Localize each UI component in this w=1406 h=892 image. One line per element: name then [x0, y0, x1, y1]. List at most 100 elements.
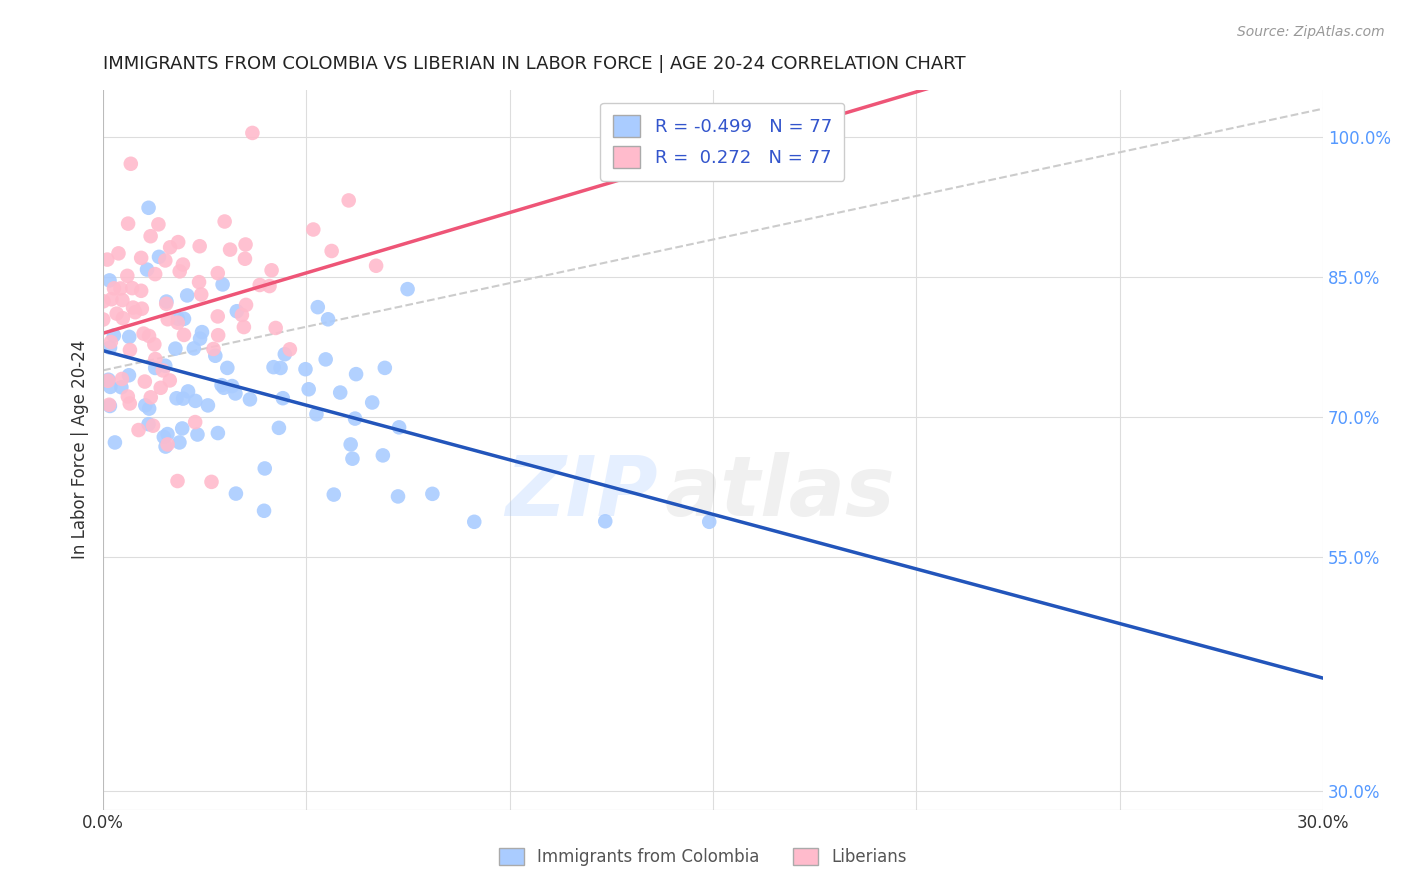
Point [307, 300, 329, 314]
Point [166, 316, 188, 330]
Point [184, 415, 207, 429]
Point [118, 368, 141, 383]
Point [197, 398, 219, 412]
Point [138, 401, 160, 416]
Point [96, 252, 118, 267]
Point [155, 440, 177, 454]
Point [167, 311, 190, 326]
Point [249, 277, 271, 292]
Point [169, 435, 191, 450]
Point [235, 298, 257, 312]
Point [374, 360, 396, 375]
Point [212, 381, 235, 395]
Legend: R = -0.499   N = 77, R =  0.272   N = 77: R = -0.499 N = 77, R = 0.272 N = 77 [600, 103, 845, 181]
Point [139, 229, 162, 244]
Point [97, 373, 120, 387]
Point [231, 308, 253, 322]
Point [184, 393, 207, 408]
Point [172, 392, 194, 406]
Point [188, 332, 211, 346]
Point [263, 360, 285, 375]
Point [188, 239, 211, 253]
Point [156, 312, 179, 326]
Point [142, 418, 165, 433]
Point [188, 275, 211, 289]
Point [121, 281, 143, 295]
Point [105, 307, 128, 321]
Point [271, 391, 294, 405]
Point [259, 279, 281, 293]
Point [593, 514, 616, 528]
Point [388, 420, 411, 434]
Point [93, 294, 115, 309]
Point [329, 385, 352, 400]
Point [107, 246, 129, 260]
Point [396, 282, 419, 296]
Point [117, 217, 139, 231]
Point [159, 373, 181, 387]
Point [118, 330, 141, 344]
Point [134, 398, 156, 412]
Point [267, 421, 290, 435]
Point [697, 515, 720, 529]
Point [148, 218, 170, 232]
Point [173, 327, 195, 342]
Point [316, 312, 339, 326]
Point [200, 475, 222, 489]
Point [98, 380, 121, 394]
Point [315, 352, 337, 367]
Point [422, 487, 444, 501]
Point [149, 381, 172, 395]
Point [302, 222, 325, 236]
Point [129, 284, 152, 298]
Point [190, 287, 212, 301]
Point [143, 267, 166, 281]
Point [270, 361, 292, 376]
Point [131, 301, 153, 316]
Point [148, 250, 170, 264]
Point [138, 201, 160, 215]
Point [186, 427, 208, 442]
Point [156, 437, 179, 451]
Point [124, 305, 146, 319]
Point [239, 392, 262, 407]
Text: Source: ZipAtlas.com: Source: ZipAtlas.com [1237, 25, 1385, 39]
Point [207, 328, 229, 343]
Point [207, 310, 229, 324]
Point [167, 235, 190, 249]
Point [169, 264, 191, 278]
Point [132, 326, 155, 341]
Point [202, 342, 225, 356]
Point [191, 325, 214, 339]
Point [117, 268, 139, 283]
Point [156, 427, 179, 442]
Point [225, 486, 247, 500]
Point [173, 311, 195, 326]
Point [294, 362, 316, 376]
Point [207, 425, 229, 440]
Point [225, 304, 247, 318]
Point [387, 490, 409, 504]
Point [118, 396, 141, 410]
Point [138, 417, 160, 432]
Point [143, 351, 166, 366]
Point [155, 253, 177, 268]
Point [214, 214, 236, 228]
Point [274, 347, 297, 361]
Point [344, 367, 367, 381]
Point [110, 281, 132, 295]
Point [232, 320, 254, 334]
Point [138, 329, 160, 343]
Point [224, 386, 246, 401]
Point [110, 380, 132, 394]
Point [204, 349, 226, 363]
Point [120, 157, 142, 171]
Point [136, 262, 159, 277]
Point [98, 273, 121, 287]
Point [264, 321, 287, 335]
Text: IMMIGRANTS FROM COLOMBIA VS LIBERIAN IN LABOR FORCE | AGE 20-24 CORRELATION CHAR: IMMIGRANTS FROM COLOMBIA VS LIBERIAN IN … [103, 55, 966, 73]
Point [166, 391, 188, 405]
Point [98, 398, 121, 412]
Point [122, 301, 145, 315]
Point [207, 266, 229, 280]
